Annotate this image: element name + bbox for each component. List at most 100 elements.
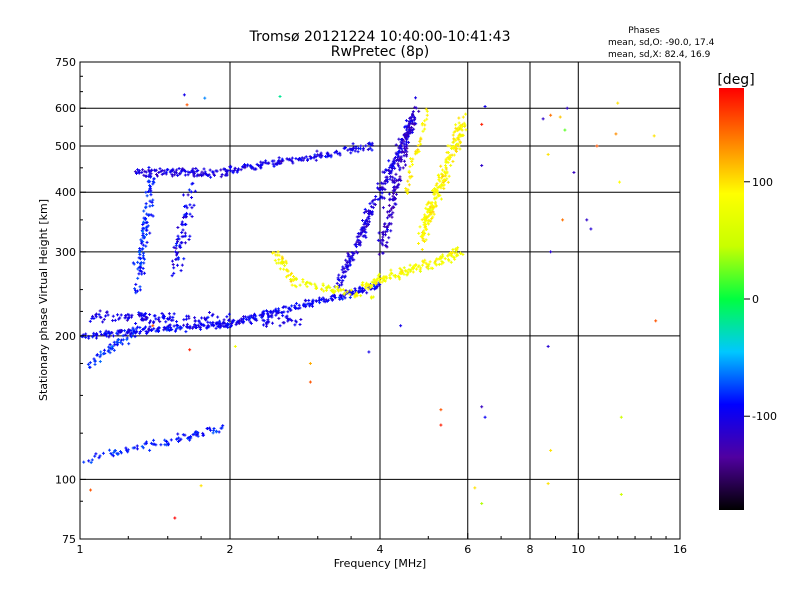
data-point bbox=[381, 277, 385, 281]
data-point bbox=[196, 434, 200, 438]
data-point bbox=[437, 262, 441, 266]
data-point bbox=[180, 326, 184, 330]
data-point bbox=[400, 138, 404, 142]
data-point bbox=[180, 263, 184, 267]
data-point bbox=[417, 109, 421, 113]
data-point bbox=[195, 174, 199, 178]
data-point bbox=[364, 284, 368, 288]
data-point bbox=[309, 157, 313, 161]
data-point bbox=[400, 158, 404, 162]
data-point bbox=[174, 257, 178, 261]
data-point bbox=[98, 360, 102, 364]
data-point bbox=[419, 266, 423, 270]
data-point bbox=[452, 130, 456, 134]
data-point bbox=[390, 166, 394, 170]
data-point bbox=[278, 324, 282, 328]
data-point bbox=[398, 277, 402, 281]
data-point bbox=[145, 316, 149, 320]
data-point bbox=[341, 274, 345, 278]
data-point bbox=[457, 116, 461, 120]
data-point bbox=[134, 282, 138, 286]
data-point bbox=[397, 178, 401, 182]
data-point bbox=[385, 229, 389, 233]
data-point bbox=[350, 147, 354, 151]
data-point bbox=[337, 283, 341, 287]
data-point bbox=[183, 173, 187, 177]
data-point bbox=[140, 272, 144, 276]
data-point bbox=[440, 176, 444, 180]
data-point bbox=[348, 256, 352, 260]
data-point bbox=[211, 431, 215, 435]
data-point bbox=[437, 178, 441, 182]
data-point bbox=[234, 323, 238, 327]
data-point bbox=[127, 330, 131, 334]
data-point bbox=[218, 319, 222, 323]
data-point bbox=[192, 173, 196, 177]
data-point bbox=[404, 163, 408, 167]
data-point bbox=[99, 315, 103, 319]
data-point bbox=[182, 257, 186, 261]
data-point bbox=[367, 286, 371, 290]
data-point bbox=[248, 164, 252, 168]
data-point bbox=[370, 286, 374, 290]
data-point bbox=[399, 159, 403, 163]
data-point bbox=[227, 318, 231, 322]
data-point bbox=[183, 169, 187, 173]
data-point bbox=[263, 161, 267, 165]
data-point bbox=[362, 222, 366, 226]
data-point bbox=[191, 170, 195, 174]
data-point bbox=[336, 278, 340, 282]
data-point bbox=[281, 259, 285, 263]
data-point bbox=[198, 321, 202, 325]
data-point bbox=[149, 441, 153, 445]
data-point bbox=[374, 195, 378, 199]
data-point bbox=[437, 194, 441, 198]
data-point bbox=[425, 109, 429, 113]
data-point bbox=[313, 282, 317, 286]
data-point bbox=[174, 242, 178, 246]
data-point bbox=[387, 168, 391, 172]
data-point bbox=[111, 319, 115, 323]
data-point bbox=[135, 289, 139, 293]
data-point bbox=[200, 170, 204, 174]
data-point bbox=[407, 140, 411, 144]
data-point bbox=[206, 174, 210, 178]
data-point bbox=[284, 259, 288, 263]
data-point bbox=[435, 190, 439, 194]
data-point bbox=[358, 285, 362, 289]
data-point bbox=[306, 302, 310, 306]
data-point bbox=[182, 213, 186, 217]
data-point bbox=[421, 233, 425, 237]
data-point bbox=[424, 206, 428, 210]
data-point bbox=[271, 162, 275, 166]
data-point bbox=[614, 132, 618, 136]
data-point bbox=[182, 234, 186, 238]
data-point bbox=[160, 172, 164, 176]
data-point bbox=[446, 151, 450, 155]
data-point bbox=[237, 321, 241, 325]
data-point bbox=[98, 315, 102, 319]
data-point bbox=[376, 182, 380, 186]
data-point bbox=[276, 162, 280, 166]
data-point bbox=[183, 433, 187, 437]
data-point bbox=[231, 318, 235, 322]
data-point bbox=[445, 160, 449, 164]
data-point bbox=[175, 168, 179, 172]
data-point bbox=[220, 426, 224, 430]
data-point bbox=[389, 222, 393, 226]
data-point bbox=[175, 251, 179, 255]
data-point bbox=[141, 266, 145, 270]
data-point bbox=[201, 323, 205, 327]
data-point bbox=[134, 331, 138, 335]
data-point bbox=[420, 121, 424, 125]
data-point bbox=[154, 329, 158, 333]
data-point bbox=[370, 280, 374, 284]
data-point bbox=[241, 165, 245, 169]
data-point bbox=[304, 303, 308, 307]
data-point bbox=[357, 240, 361, 244]
data-point bbox=[464, 128, 468, 132]
data-point bbox=[412, 127, 416, 131]
data-point bbox=[448, 153, 452, 157]
data-point bbox=[261, 314, 265, 318]
data-point bbox=[404, 187, 408, 191]
